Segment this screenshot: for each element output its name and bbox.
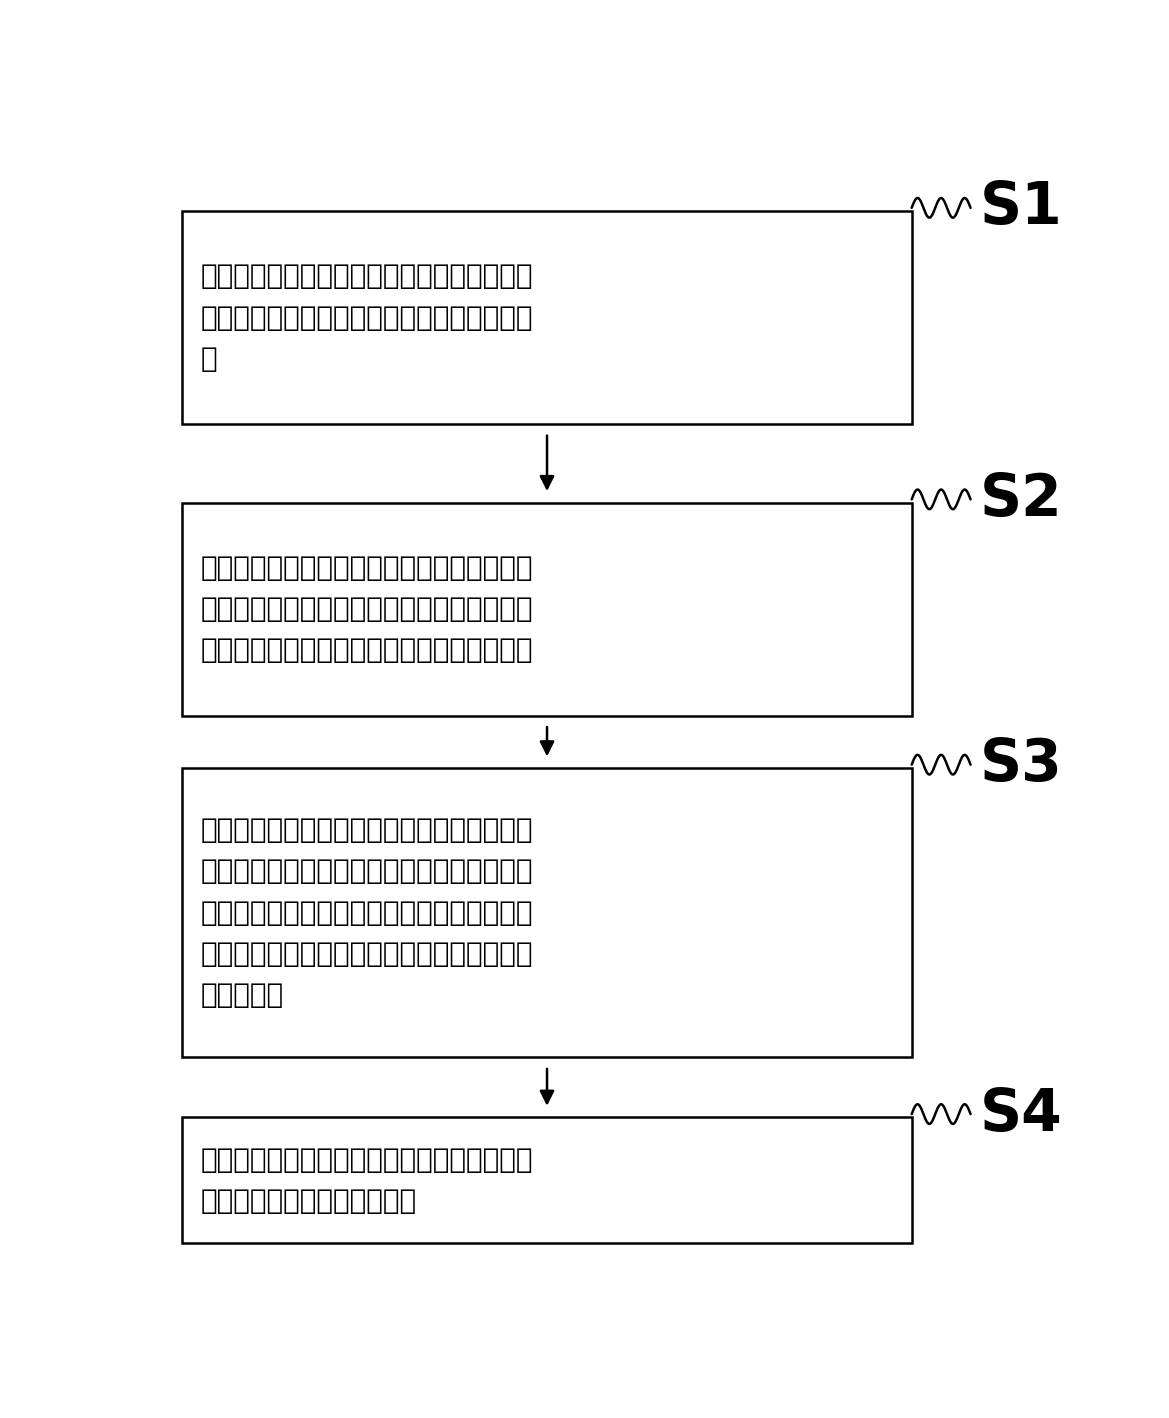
Text: 对识别域内所有分表和总表应用高频数据采集
以得到负荷的暂态变化特征，并将所有分表的
负荷暂态变化特征与总表的负荷暂态变化特征
进行匹配，根据匹配结果得到出现负荷: 对识别域内所有分表和总表应用高频数据采集 以得到负荷的暂态变化特征，并将所有分表… (201, 817, 533, 1010)
Bar (182, 211, 912, 424)
Text: 将所有分表的负荷稳态值跳变曲线与总表的负
荷稳态值跳变曲线进行负荷跳变特征匹配，并
根据匹配结果得到出现负荷跳变的分表的归属: 将所有分表的负荷稳态值跳变曲线与总表的负 荷稳态值跳变曲线进行负荷跳变特征匹配，… (201, 554, 533, 664)
Text: S3: S3 (980, 736, 1063, 793)
Bar (182, 769, 912, 1058)
Bar (182, 1117, 912, 1244)
Text: 对于一直处于平滑波动状态的分表，采用人为
增加特定负荷后进行匹配识别: 对于一直处于平滑波动状态的分表，采用人为 增加特定负荷后进行匹配识别 (201, 1146, 533, 1215)
Text: S4: S4 (980, 1086, 1063, 1143)
Text: S1: S1 (980, 179, 1063, 237)
Bar (182, 502, 912, 716)
Text: S2: S2 (980, 471, 1063, 527)
Text: 对识别域内所有分表和总表应用数据采集以得
到负荷的稳态值，并生成负荷稳态值的跳变曲
线: 对识别域内所有分表和总表应用数据采集以得 到负荷的稳态值，并生成负荷稳态值的跳变… (201, 262, 533, 373)
